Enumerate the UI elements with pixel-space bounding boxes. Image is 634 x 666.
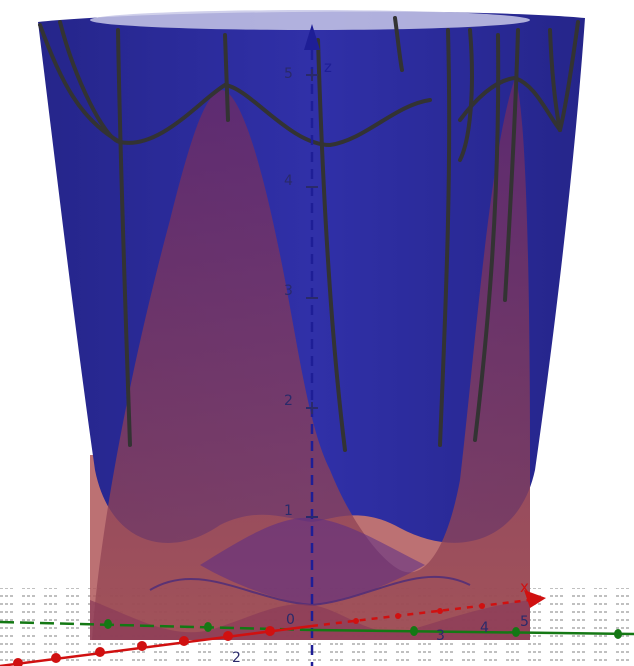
z-axis-arrow-icon — [304, 24, 320, 50]
intersection-curves — [38, 16, 580, 452]
x-axis: x — [0, 578, 546, 666]
blue-surface-rim — [90, 10, 530, 30]
z-tick-2: 2 — [284, 393, 293, 409]
x-tick-5: 5 — [520, 614, 529, 630]
z-tick-4: 4 — [284, 173, 293, 189]
x-tick-3: 3 — [436, 628, 445, 644]
z-tick-5: 5 — [284, 66, 293, 82]
y-axis — [0, 619, 634, 639]
x-axis-label: x — [520, 578, 529, 596]
origin-label: 0 — [286, 612, 295, 628]
x-tick-2: 2 — [232, 650, 241, 666]
z-axis-label: z — [324, 58, 332, 76]
z-tick-3: 3 — [284, 283, 293, 299]
x-axis-arrow-icon — [524, 590, 546, 608]
red-surface — [92, 78, 530, 640]
z-tick-1: 1 — [284, 503, 293, 519]
red-surface-bottom — [90, 600, 530, 640]
x-tick-4: 4 — [480, 620, 489, 636]
z-axis: z 5 4 3 2 1 — [284, 24, 332, 666]
